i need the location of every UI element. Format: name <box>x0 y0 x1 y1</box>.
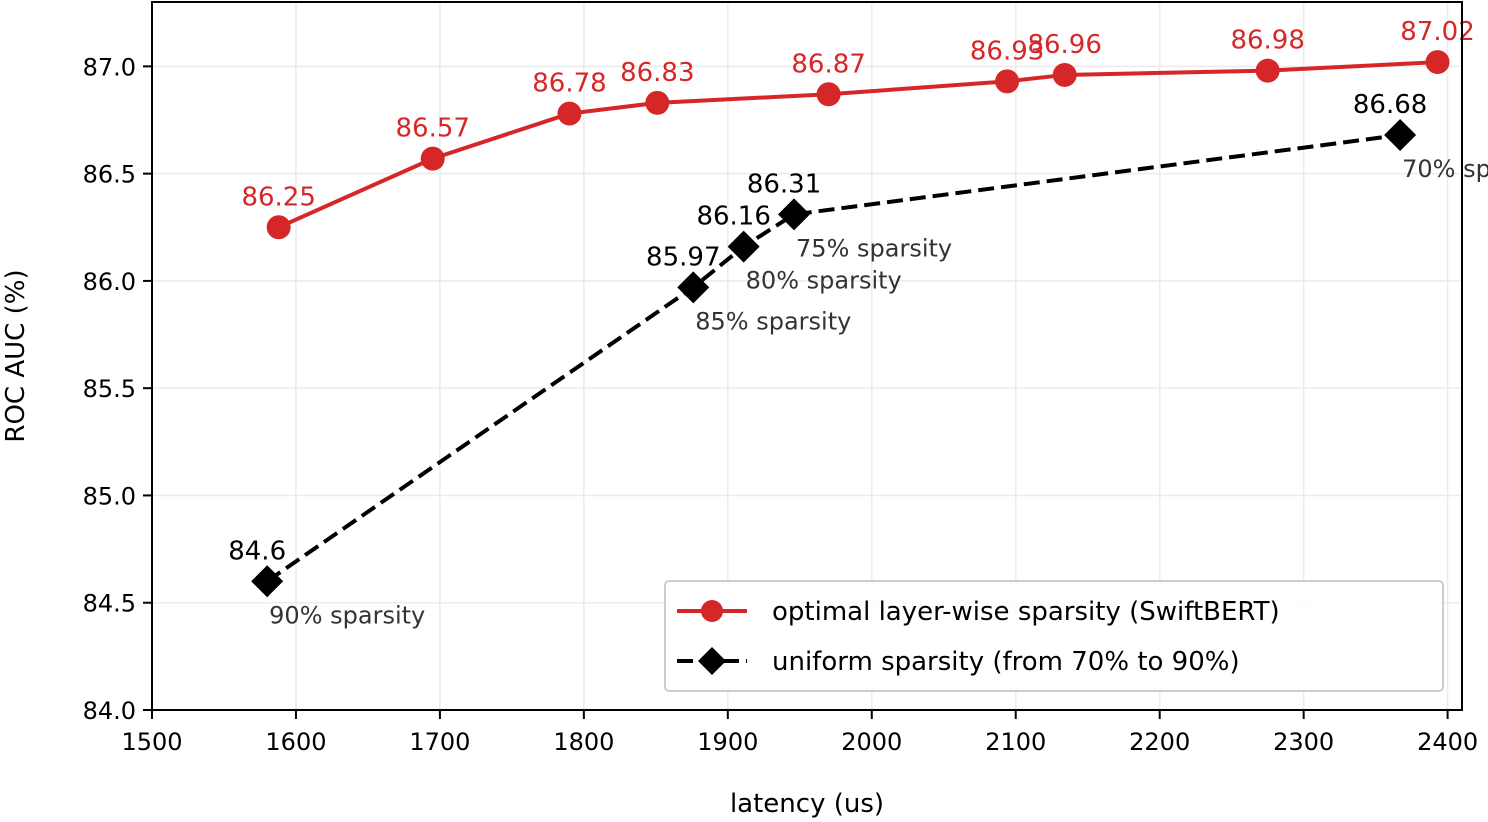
data-label-uniform: 84.6 <box>228 536 286 566</box>
data-label-swiftbert: 86.98 <box>1230 26 1304 56</box>
data-point-swiftbert <box>557 101 582 126</box>
y-tick-label: 86.5 <box>83 161 136 189</box>
series-line-uniform <box>266 133 1401 583</box>
data-label-swiftbert: 86.93 <box>970 36 1044 66</box>
x-tick-label: 2300 <box>1273 728 1334 756</box>
legend-label-swiftbert: optimal layer-wise sparsity (SwiftBERT) <box>772 597 1280 627</box>
legend-marker-swiftbert <box>701 600 723 622</box>
x-tick-label: 2100 <box>985 728 1046 756</box>
x-tick-label: 1700 <box>409 728 470 756</box>
data-point-swiftbert <box>1255 58 1280 83</box>
data-label-swiftbert: 86.57 <box>395 114 469 144</box>
x-tick-label: 1600 <box>265 728 326 756</box>
sparsity-annotation: 90% sparsity <box>269 601 425 629</box>
legend-marker-uniform <box>698 647 726 675</box>
data-label-swiftbert: 86.87 <box>791 49 865 79</box>
sparsity-annotation: 75% sparsity <box>796 234 952 262</box>
data-label-uniform: 86.31 <box>747 169 821 199</box>
x-tick-label: 2000 <box>841 728 902 756</box>
y-tick-label: 85.5 <box>83 375 136 403</box>
x-tick-label: 2400 <box>1417 728 1478 756</box>
data-label-swiftbert: 86.78 <box>532 69 606 99</box>
y-tick-label: 86.0 <box>83 268 136 296</box>
sparsity-annotation: 85% sparsity <box>695 307 851 335</box>
sparsity-annotation: 70% sparsity <box>1402 155 1488 183</box>
plot-frame <box>151 1 1463 711</box>
data-point-swiftbert <box>420 146 445 171</box>
legend-label-uniform: uniform sparsity (from 70% to 90%) <box>772 647 1240 677</box>
data-label-uniform: 86.16 <box>696 202 770 232</box>
data-label-uniform: 85.97 <box>646 242 720 272</box>
y-axis-title: ROC AUC (%) <box>1 269 31 442</box>
y-tick-label: 84.0 <box>83 697 136 725</box>
data-point-swiftbert <box>995 69 1020 94</box>
series-line-swiftbert <box>277 60 1438 230</box>
data-point-uniform <box>1384 119 1417 152</box>
data-point-swiftbert <box>1052 62 1077 87</box>
data-point-uniform <box>778 198 811 231</box>
x-tick-label: 2200 <box>1129 728 1190 756</box>
data-point-uniform <box>251 565 284 598</box>
x-tick-label: 1800 <box>553 728 614 756</box>
data-label-swiftbert: 87.02 <box>1400 17 1474 47</box>
data-label-swiftbert: 86.96 <box>1027 30 1101 60</box>
data-point-swiftbert <box>1425 50 1450 75</box>
y-tick-label: 85.0 <box>83 482 136 510</box>
data-label-swiftbert: 86.25 <box>241 182 315 212</box>
data-point-uniform <box>677 271 710 304</box>
legend-box <box>664 580 1444 692</box>
data-label-uniform: 86.68 <box>1353 90 1427 120</box>
data-point-swiftbert <box>816 82 841 107</box>
legend: optimal layer-wise sparsity (SwiftBERT) … <box>664 580 1444 692</box>
sparsity-annotation: 80% sparsity <box>746 267 902 295</box>
data-point-uniform <box>727 230 760 263</box>
series-layer <box>251 50 1450 598</box>
x-tick-label: 1900 <box>697 728 758 756</box>
data-point-swiftbert <box>266 215 291 240</box>
data-point-swiftbert <box>645 90 670 115</box>
ticks: 1500 1600 1700 1800 1900 2000 2100 2200 2300 2400… <box>83 53 1479 756</box>
x-axis-title: latency (us) <box>730 789 884 819</box>
data-label-swiftbert: 86.83 <box>620 58 694 88</box>
y-tick-label: 87.0 <box>83 53 136 81</box>
x-tick-label: 1500 <box>121 728 182 756</box>
y-tick-label: 84.5 <box>83 590 136 618</box>
